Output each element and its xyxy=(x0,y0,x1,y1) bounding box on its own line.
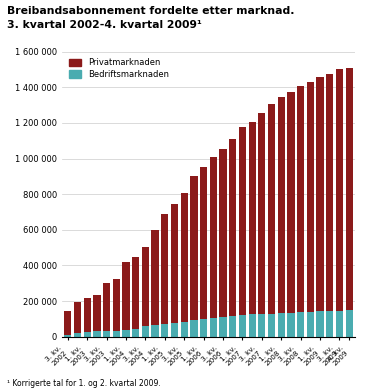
Bar xyxy=(326,311,333,337)
Bar xyxy=(190,176,198,337)
Bar xyxy=(239,128,246,337)
Bar xyxy=(181,193,188,337)
Bar xyxy=(132,329,139,337)
Bar xyxy=(219,149,227,337)
Bar xyxy=(200,167,207,337)
Bar xyxy=(200,319,207,337)
Bar xyxy=(151,230,159,337)
Bar xyxy=(278,97,285,337)
Bar xyxy=(346,310,353,337)
Bar xyxy=(142,326,149,337)
Bar xyxy=(219,317,227,337)
Bar xyxy=(151,325,159,337)
Bar xyxy=(113,332,120,337)
Bar xyxy=(161,324,168,337)
Bar xyxy=(278,313,285,337)
Bar xyxy=(84,332,91,337)
Bar xyxy=(93,295,101,337)
Bar xyxy=(346,68,353,337)
Bar xyxy=(239,315,246,337)
Bar xyxy=(181,321,188,337)
Text: Breibandsabonnement fordelte etter marknad.: Breibandsabonnement fordelte etter markn… xyxy=(7,6,295,16)
Bar xyxy=(287,92,295,337)
Bar xyxy=(190,320,198,337)
Bar xyxy=(316,311,324,337)
Bar xyxy=(84,298,91,337)
Bar xyxy=(249,314,256,337)
Bar xyxy=(122,330,130,337)
Bar xyxy=(297,312,304,337)
Bar xyxy=(113,279,120,337)
Bar xyxy=(103,332,110,337)
Bar xyxy=(258,314,266,337)
Bar xyxy=(316,78,324,337)
Bar xyxy=(258,113,266,337)
Bar xyxy=(132,257,139,337)
Bar xyxy=(268,104,275,337)
Bar xyxy=(74,302,81,337)
Bar xyxy=(93,332,101,337)
Bar xyxy=(171,323,178,337)
Bar xyxy=(336,311,343,337)
Bar xyxy=(268,314,275,337)
Bar xyxy=(103,283,110,337)
Bar xyxy=(210,318,217,337)
Bar xyxy=(336,69,343,337)
Bar xyxy=(161,214,168,337)
Bar xyxy=(307,82,314,337)
Bar xyxy=(142,247,149,337)
Bar xyxy=(64,335,71,337)
Bar xyxy=(297,87,304,337)
Bar xyxy=(210,157,217,337)
Legend: Privatmarknaden, Bedriftsmarknaden: Privatmarknaden, Bedriftsmarknaden xyxy=(66,56,171,82)
Bar xyxy=(326,74,333,337)
Text: ¹ Korrigerte tal for 1. og 2. kvartal 2009.: ¹ Korrigerte tal for 1. og 2. kvartal 20… xyxy=(7,379,161,388)
Bar xyxy=(171,204,178,337)
Bar xyxy=(249,122,256,337)
Text: 3. kvartal 2002-4. kvartal 2009¹: 3. kvartal 2002-4. kvartal 2009¹ xyxy=(7,20,202,30)
Bar xyxy=(229,139,236,337)
Bar xyxy=(307,312,314,337)
Bar xyxy=(287,313,295,337)
Bar xyxy=(122,262,130,337)
Bar xyxy=(64,311,71,337)
Bar xyxy=(229,316,236,337)
Bar xyxy=(74,333,81,337)
